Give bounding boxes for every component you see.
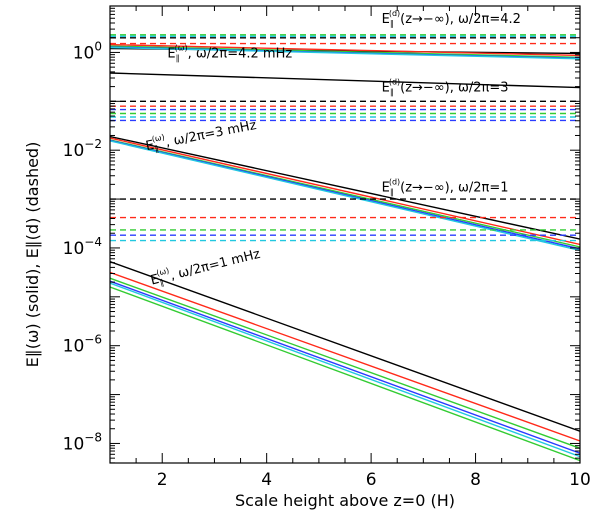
x-axis-title: Scale height above z=0 (H) — [235, 491, 455, 510]
series-line-solid-25 — [110, 282, 580, 458]
svg-text:E∥(ω), ω/2π=4.2 mHz: E∥(ω), ω/2π=4.2 mHz — [167, 43, 292, 62]
y-tick-label: 10−2 — [63, 137, 102, 161]
y-tick-label: 10−4 — [63, 235, 102, 259]
series-line-solid-26 — [110, 286, 580, 462]
y-tick-label: 100 — [73, 39, 102, 63]
series-line-solid-12 — [110, 139, 580, 248]
series-line-solid-22 — [110, 271, 580, 442]
series-line-solid-23 — [110, 277, 580, 449]
series-line-solid-21 — [110, 260, 580, 432]
y-tick-label: 10−6 — [63, 333, 102, 357]
svg-text:E∥(ω), ω/2π=1 mHz: E∥(ω), ω/2π=1 mHz — [148, 244, 262, 290]
y-tick-label: 10−8 — [63, 430, 102, 454]
series-line-solid-24 — [110, 280, 580, 454]
x-tick-label: 8 — [470, 470, 481, 490]
x-tick-label: 10 — [569, 470, 591, 490]
x-tick-label: 6 — [366, 470, 377, 490]
series-line-solid-14 — [110, 140, 580, 252]
tick-layer: 2 4 6 8 10 100 10−2 10−4 10−6 10−8 — [63, 6, 591, 490]
curve-annotation-1: E∥(ω), ω/2π=4.2 mHz — [167, 43, 292, 62]
x-tick-label: 4 — [261, 470, 272, 490]
series-line-solid-11 — [110, 137, 580, 246]
curve-annotation-5: E∥(ω), ω/2π=1 mHz — [148, 244, 262, 290]
series-line-solid-0 — [110, 72, 580, 89]
series-line-solid-2 — [110, 43, 580, 57]
curve-annotation-4: E∥(d)(z→−∞), ω/2π=1 — [382, 178, 509, 197]
x-tick-label: 2 — [157, 470, 168, 490]
plot-frame — [109, 5, 581, 464]
series-line-solid-10 — [110, 135, 580, 240]
y-axis-title: E∥(ω) (solid), E∥(d) (dashed) — [23, 142, 42, 368]
svg-text:E∥(d)(z→−∞), ω/2π=4.2: E∥(d)(z→−∞), ω/2π=4.2 — [382, 9, 521, 28]
series-line-solid-3 — [110, 45, 580, 58]
series-layer — [110, 34, 580, 462]
curve-annotation-2: E∥(d)(z→−∞), ω/2π=3 — [382, 78, 509, 97]
series-line-solid-5 — [110, 46, 580, 60]
svg-text:E∥(d)(z→−∞), ω/2π=1: E∥(d)(z→−∞), ω/2π=1 — [382, 178, 509, 197]
curve-annotation-0: E∥(d)(z→−∞), ω/2π=4.2 — [382, 9, 521, 28]
svg-text:E∥(d)(z→−∞), ω/2π=3: E∥(d)(z→−∞), ω/2π=3 — [382, 78, 509, 97]
